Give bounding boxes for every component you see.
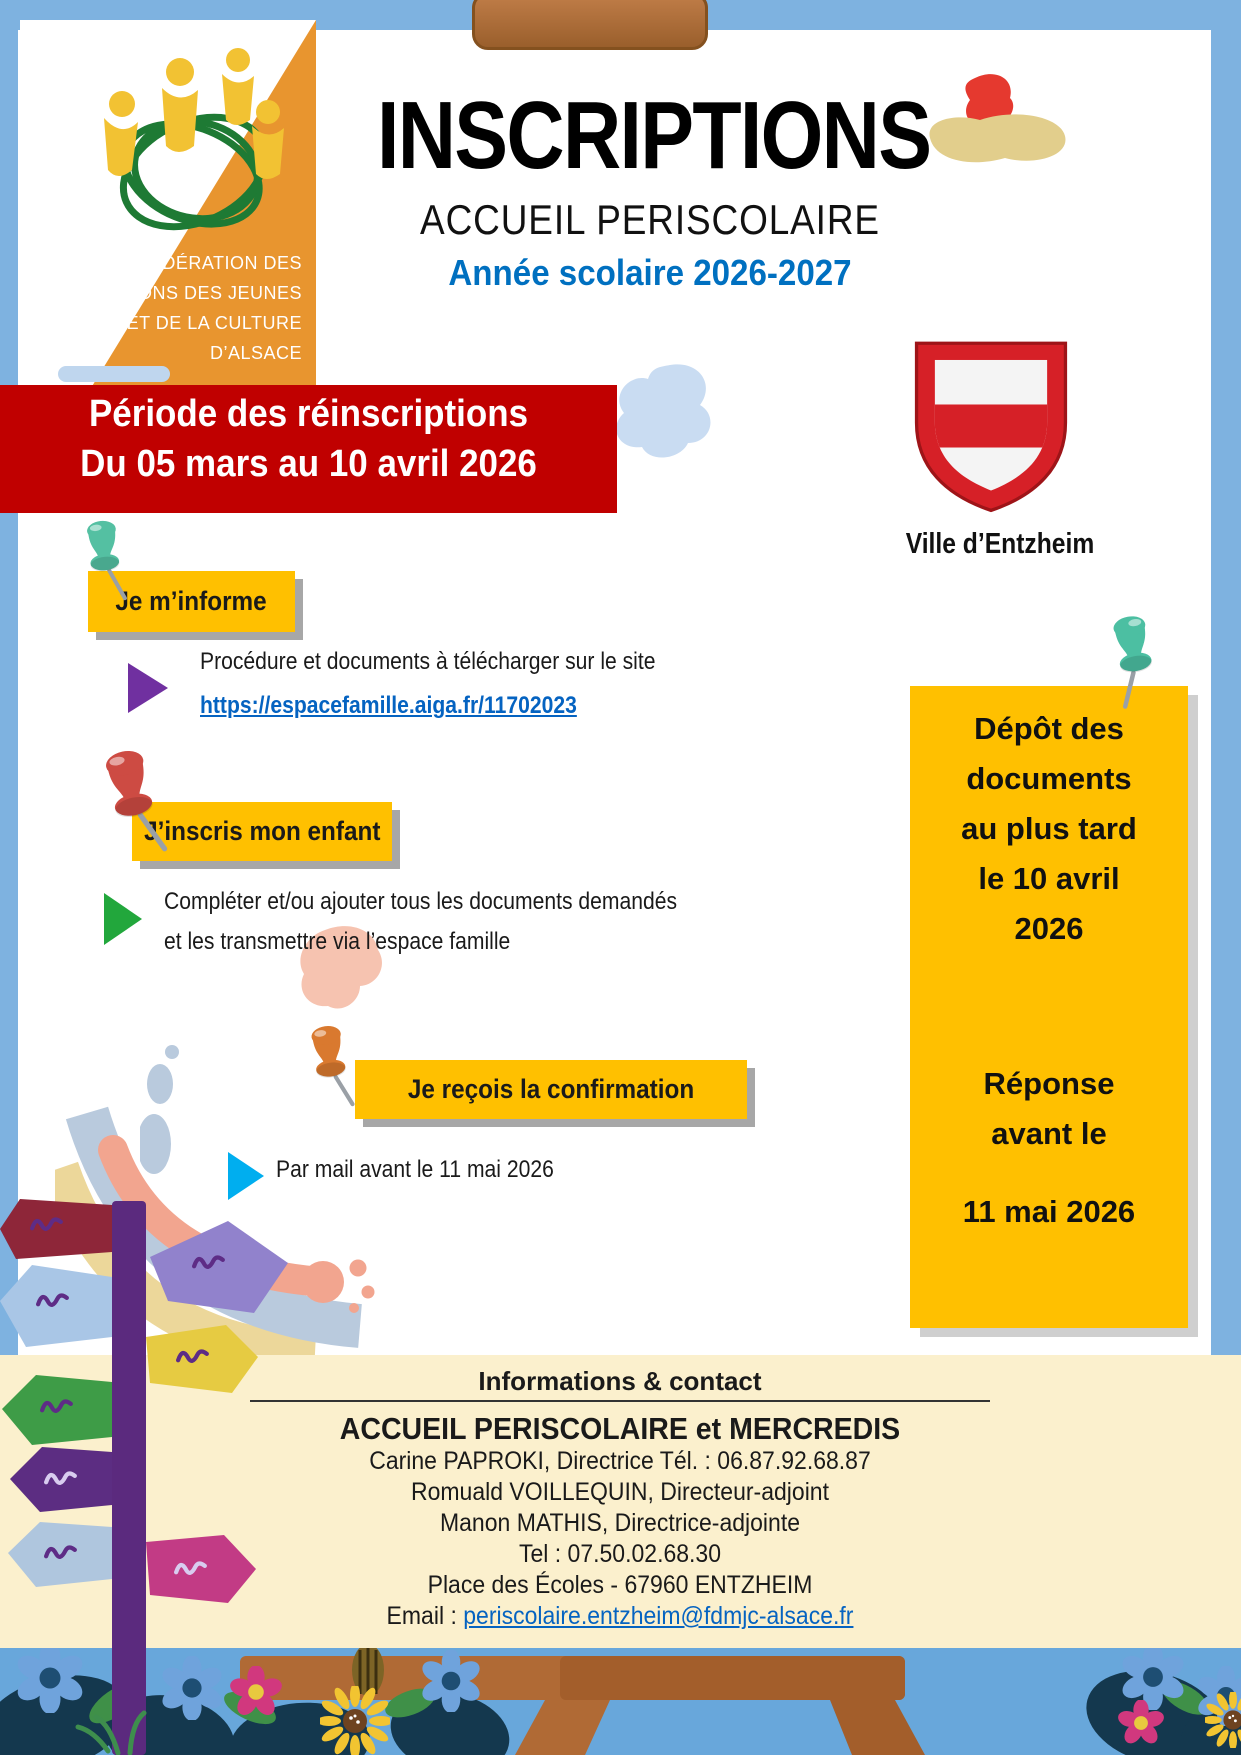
page-subtitle: ACCUEIL PERISCOLAIRE — [420, 196, 880, 243]
contact-line-4: Tel : 07.50.02.68.30 — [518, 1540, 722, 1568]
step-register-badge-label: J’inscris mon enfant — [143, 816, 381, 846]
contact-line-1: Carine PAPROKI, Directrice Tél. : 06.87.… — [369, 1447, 871, 1475]
contact-section: Informations & contact ACCUEIL PERISCOLA… — [180, 1366, 1060, 1632]
salmon-blob-decoration — [300, 926, 382, 1009]
email-label: Email : — [386, 1602, 457, 1630]
step-register-text-2: et les transmettre via l’espace famille — [164, 928, 511, 955]
pushpin-teal-icon — [1088, 608, 1184, 720]
step-info-badge: Je m’informe — [88, 571, 295, 632]
period-banner-line1: Période des réinscriptions — [88, 393, 529, 435]
frame-right — [1211, 0, 1241, 1355]
step-confirm-badge: Je reçois la confirmation — [355, 1060, 747, 1119]
school-year-label: Année scolaire 2026-2027 — [448, 252, 852, 293]
espace-famille-link[interactable]: https://espacefamille.aiga.fr/11702023 — [200, 692, 577, 719]
pushpin-red-icon — [75, 739, 193, 874]
contact-divider — [250, 1400, 990, 1402]
pushpin-green-icon — [73, 515, 136, 612]
contact-org: ACCUEIL PERISCOLAIRE et MERCREDIS — [339, 1411, 901, 1446]
signpost-illustration — [0, 1199, 288, 1755]
deadline-line: 2026 — [1014, 911, 1084, 946]
logo-line: ET DE LA CULTURE — [126, 313, 302, 333]
step-confirm-text: Par mail avant le 11 mai 2026 — [276, 1156, 554, 1183]
contact-email-row: Email : periscolaire.entzheim@fdmjc-alsa… — [215, 1601, 1025, 1632]
deadline-line: Dépôt des — [974, 711, 1124, 746]
topright-blobs-decoration — [929, 74, 1066, 163]
deadline-line: documents — [966, 761, 1132, 796]
contact-section-background — [0, 1355, 1241, 1650]
contact-heading: Informations & contact — [478, 1366, 762, 1396]
city-label: Ville d’Entzheim — [905, 528, 1095, 560]
deadline-line: 11 mai 2026 — [962, 1194, 1136, 1229]
logo-org-name: FÉDÉRATION DES MAISONS DES JEUNES ET DE … — [34, 248, 302, 368]
email-link[interactable]: periscolaire.entzheim@fdmjc-alsace.fr — [463, 1602, 854, 1630]
fdmjc-logo: FÉDÉRATION DES MAISONS DES JEUNES ET DE … — [20, 20, 316, 446]
contact-line-2: Romuald VOILLEQUIN, Directeur-adjoint — [410, 1478, 829, 1506]
pushpin-orange-icon — [292, 1020, 370, 1120]
contact-line-3: Manon MATHIS, Directrice-adjointe — [439, 1509, 801, 1537]
deadline-line: le 10 avril — [978, 861, 1120, 896]
period-banner-line2: Du 05 mars au 10 avril 2026 — [80, 443, 537, 485]
fdmjc-logo-figures-icon — [104, 48, 284, 231]
contact-line-5: Place des Écoles - 67960 ENTZHEIM — [427, 1571, 813, 1599]
logo-line: D’ALSACE — [209, 343, 302, 363]
step-register-text-1: Compléter et/ou ajouter tous les documen… — [164, 888, 678, 915]
logo-line: MAISONS DES JEUNES — [91, 283, 302, 303]
deadline-note: Dépôt des documents au plus tard le 10 a… — [910, 686, 1188, 1328]
flower-border-illustration — [0, 1648, 1241, 1755]
step-confirm-badge-label: Je reçois la confirmation — [407, 1074, 695, 1104]
clipboard-clip — [472, 0, 708, 50]
lightblue-blob-decoration — [616, 364, 711, 458]
step-info-text: Procédure et documents à télécharger sur… — [200, 648, 656, 675]
dots-decoration — [140, 1045, 179, 1174]
arrow-bullet-purple-icon — [128, 663, 168, 713]
blue-tab-decoration — [58, 366, 170, 382]
step-register-badge: J’inscris mon enfant — [132, 802, 392, 861]
logo-line: FÉDÉRATION DES — [138, 253, 302, 273]
deadline-line: Réponse — [983, 1066, 1115, 1101]
step-info-badge-label: Je m’informe — [115, 586, 268, 616]
entzheim-crest-icon — [914, 341, 1068, 513]
frame-left — [0, 0, 18, 1355]
period-banner: Période des réinscriptions Du 05 mars au… — [0, 385, 617, 513]
page-title: INSCRIPTIONS — [377, 82, 932, 189]
deadline-line: au plus tard — [961, 811, 1137, 846]
deadline-line: avant le — [991, 1116, 1107, 1151]
arrow-bullet-green-icon — [104, 893, 142, 945]
